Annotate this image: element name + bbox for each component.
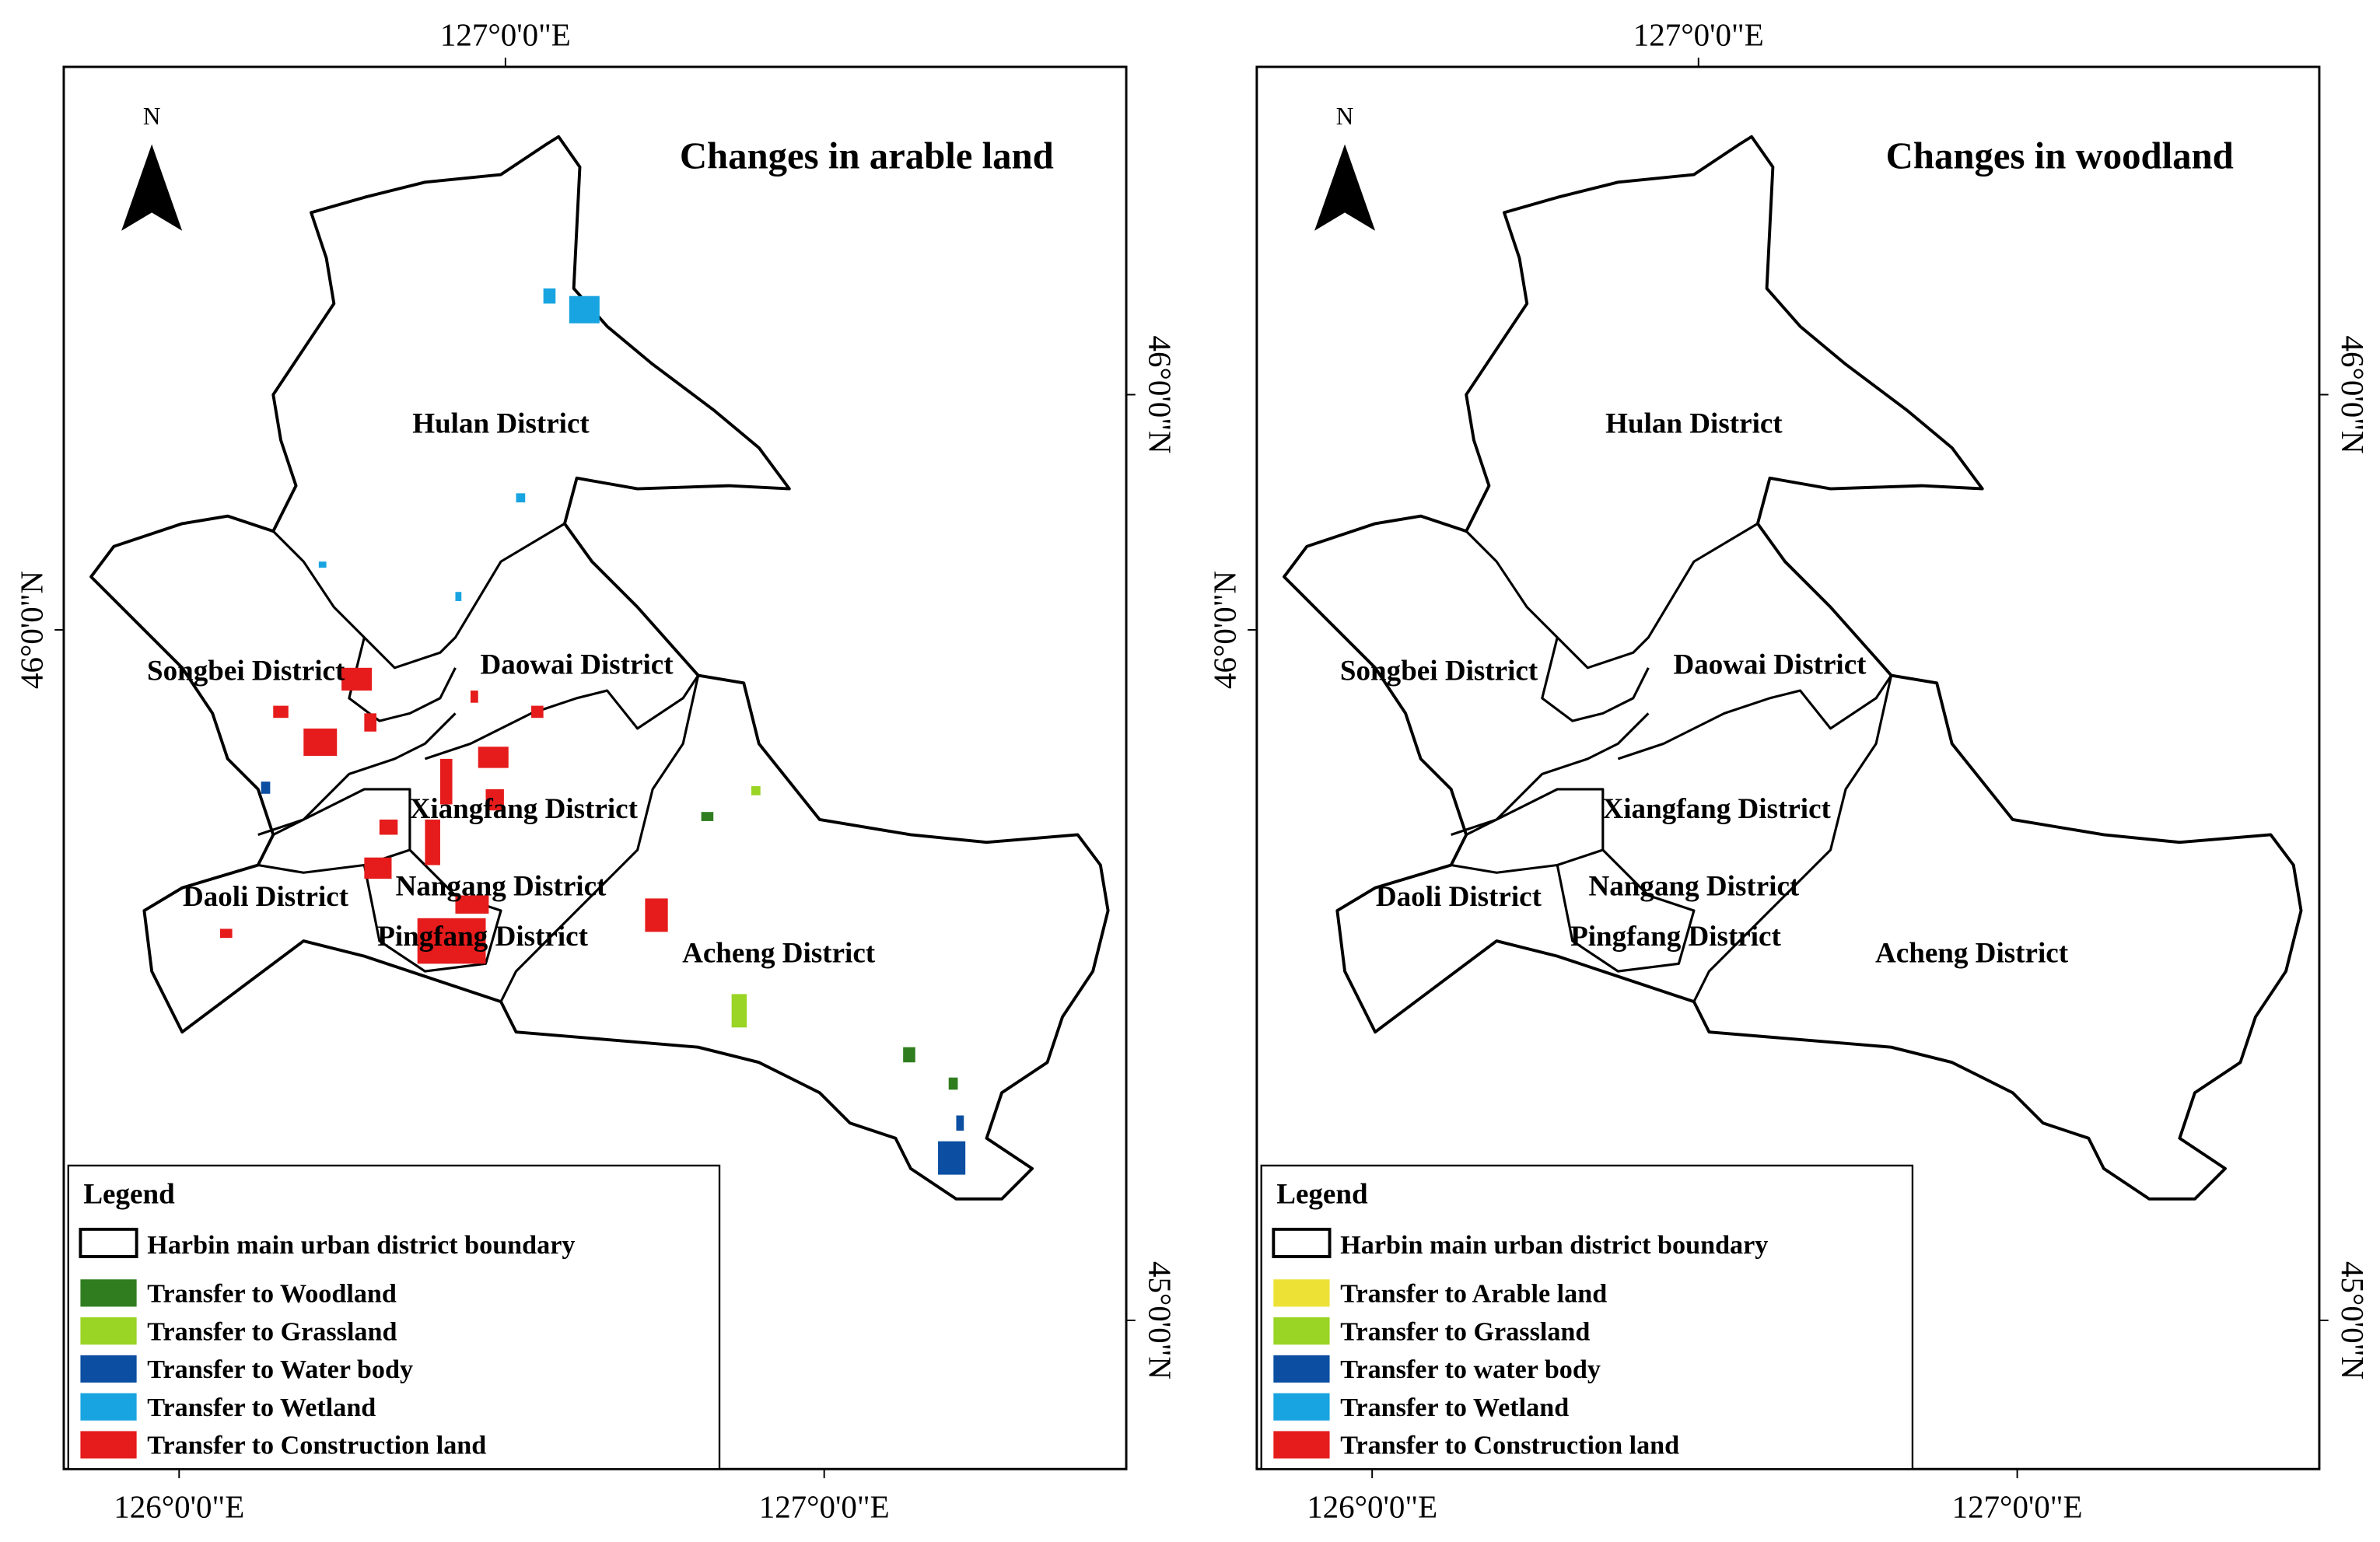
- change-patch: [485, 788, 504, 811]
- district-label: Acheng District: [1875, 937, 2069, 969]
- legend-label: Transfer to Grassland: [1340, 1317, 1590, 1346]
- change-patch: [341, 667, 373, 691]
- map-title: Changes in woodland: [1886, 135, 2234, 177]
- district-label: Acheng District: [682, 937, 876, 969]
- north-label: N: [143, 103, 161, 130]
- district-label: Hulan District: [1605, 407, 1783, 439]
- change-patch: [273, 705, 289, 719]
- north-arrow: [121, 144, 183, 231]
- change-patch: [948, 1077, 958, 1090]
- legend-label: Harbin main urban district boundary: [147, 1231, 575, 1260]
- legend-swatch: [80, 1431, 137, 1459]
- legend-swatch: [1273, 1431, 1330, 1459]
- district-label: Pingfang District: [377, 921, 588, 953]
- legend-swatch: [1273, 1279, 1330, 1307]
- change-patch: [425, 819, 440, 865]
- legend-box: [67, 1164, 721, 1470]
- latitude-label: 45°0'0"N: [2335, 1261, 2371, 1379]
- longitude-label: 127°0'0"E: [1952, 1489, 2083, 1525]
- legend-swatch: [80, 1317, 137, 1345]
- legend-swatch: [80, 1279, 137, 1307]
- latitude-label: 46°0'0"N: [14, 571, 50, 689]
- change-patch: [303, 728, 338, 756]
- north-arrow: [1314, 144, 1376, 231]
- legend-label: Transfer to water body: [1340, 1355, 1601, 1384]
- district-label: Nangang District: [396, 871, 607, 903]
- change-patch: [417, 918, 486, 964]
- legend-swatch: [1273, 1393, 1330, 1421]
- change-patch: [470, 691, 478, 703]
- change-patch: [219, 928, 233, 939]
- latitude-label: 46°0'0"N: [2335, 336, 2371, 454]
- change-patch: [516, 493, 526, 503]
- legend-swatch: [1273, 1317, 1330, 1345]
- district-label: Daoli District: [1376, 881, 1542, 913]
- legend-label: Transfer to Wetland: [147, 1393, 376, 1422]
- legend-label: Transfer to Grassland: [147, 1317, 397, 1346]
- change-patch: [478, 747, 509, 768]
- legend-label: Transfer to Woodland: [147, 1280, 397, 1309]
- change-patch: [701, 812, 714, 821]
- legend-title: Legend: [83, 1179, 175, 1211]
- legend-swatch: [1272, 1227, 1332, 1258]
- district-label: Nangang District: [1589, 871, 1800, 903]
- district-label: Pingfang District: [1570, 921, 1781, 953]
- change-patch: [364, 857, 392, 879]
- longitude-label: 126°0'0"E: [114, 1489, 244, 1525]
- legend-swatch: [80, 1355, 137, 1383]
- change-patch: [261, 781, 271, 794]
- longitude-label: 127°0'0"E: [759, 1489, 890, 1525]
- district-label: Songbei District: [147, 655, 345, 687]
- change-patch: [379, 819, 398, 835]
- longitude-label: 127°0'0"E: [440, 17, 571, 53]
- legend-box: [1260, 1164, 1914, 1470]
- legend-label: Transfer to Water body: [147, 1355, 413, 1384]
- district-label: Songbei District: [1340, 655, 1538, 687]
- change-patch: [439, 758, 453, 805]
- change-patch: [455, 895, 489, 914]
- legend-swatch: [1273, 1355, 1330, 1383]
- change-patch: [751, 786, 761, 795]
- change-patch: [543, 288, 556, 304]
- legend-label: Transfer to Wetland: [1340, 1393, 1569, 1422]
- legend: Legend Harbin main urban district boundar…: [1260, 1164, 1914, 1470]
- district-label: Hulan District: [412, 407, 590, 439]
- legend-label: Transfer to Construction land: [1340, 1432, 1679, 1460]
- legend-label: Transfer to Construction land: [147, 1432, 486, 1460]
- change-patch: [731, 994, 747, 1028]
- district-label: Daowai District: [481, 649, 674, 681]
- latitude-label: 46°0'0"N: [1142, 336, 1178, 454]
- legend-swatch: [80, 1393, 137, 1421]
- district-label: Daoli District: [183, 881, 349, 913]
- north-label: N: [1336, 103, 1354, 130]
- longitude-label: 126°0'0"E: [1307, 1489, 1437, 1525]
- district-label: Daowai District: [1673, 649, 1867, 681]
- legend-swatch: [79, 1227, 138, 1258]
- change-patch: [569, 295, 600, 323]
- district-label: Xiangfang District: [1602, 793, 1831, 825]
- longitude-label: 127°0'0"E: [1633, 17, 1764, 53]
- map-panel: N Changes in arable land Hulan District Son…: [14, 17, 1178, 1525]
- change-patch: [531, 705, 544, 719]
- legend-label: Harbin main urban district boundary: [1340, 1231, 1768, 1260]
- change-patch: [318, 561, 327, 568]
- latitude-label: 46°0'0"N: [1207, 571, 1243, 689]
- change-patch: [956, 1115, 964, 1131]
- legend: Legend Harbin main urban district boundar…: [67, 1164, 721, 1470]
- change-patch: [645, 898, 668, 932]
- legend-label: Transfer to Arable land: [1340, 1280, 1607, 1309]
- change-patch: [455, 592, 462, 601]
- district-label: Xiangfang District: [410, 793, 639, 825]
- change-patch: [938, 1141, 966, 1175]
- map-panel: N Changes in woodland Hulan District Songbe…: [1207, 17, 2371, 1525]
- change-patch: [364, 713, 376, 732]
- change-patch: [903, 1047, 915, 1063]
- legend-title: Legend: [1276, 1179, 1368, 1211]
- latitude-label: 45°0'0"N: [1142, 1261, 1178, 1379]
- map-title: Changes in arable land: [680, 135, 1054, 177]
